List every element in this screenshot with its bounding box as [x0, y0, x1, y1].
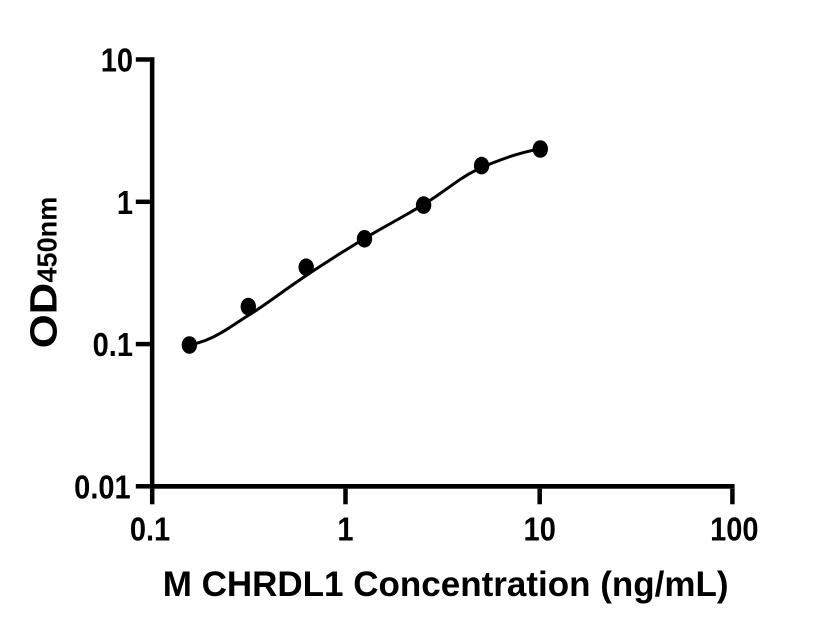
- svg-text:10: 10: [524, 511, 556, 548]
- svg-text:1: 1: [117, 184, 133, 221]
- svg-text:M CHRDL1 Concentration (ng/mL): M CHRDL1 Concentration (ng/mL): [163, 565, 729, 604]
- svg-text:0.1: 0.1: [93, 326, 133, 363]
- svg-text:1: 1: [337, 511, 353, 548]
- svg-text:450nm: 450nm: [31, 197, 63, 283]
- svg-text:10: 10: [101, 42, 133, 79]
- svg-text:0.1: 0.1: [130, 511, 170, 548]
- svg-text:OD: OD: [22, 283, 65, 348]
- svg-text:100: 100: [710, 511, 758, 548]
- svg-text:0.01: 0.01: [74, 469, 131, 506]
